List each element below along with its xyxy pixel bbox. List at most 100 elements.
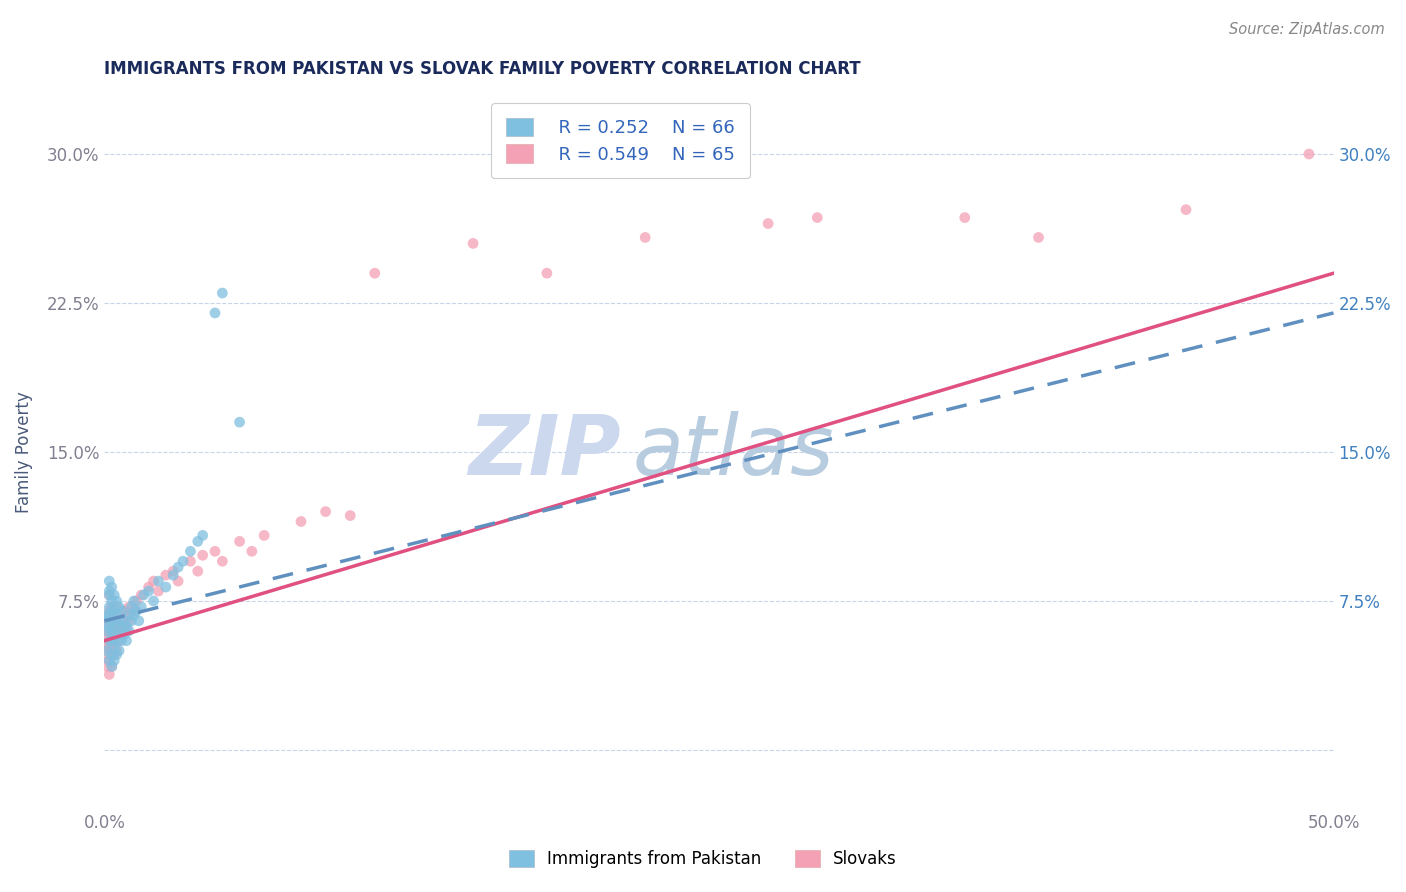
Point: [112, 614, 135, 628]
Point: [228, 415, 250, 429]
Point: [98, 604, 121, 618]
Point: [103, 640, 125, 654]
Point: [98, 588, 121, 602]
Point: [110, 614, 132, 628]
Point: [98, 640, 121, 654]
Point: [634, 230, 657, 244]
Point: [100, 659, 122, 673]
Point: [179, 554, 201, 568]
Point: [1175, 202, 1198, 217]
Point: [103, 588, 125, 602]
Point: [96, 628, 118, 642]
Point: [100, 659, 122, 673]
Point: [103, 620, 125, 634]
Point: [100, 648, 122, 662]
Point: [98, 588, 121, 602]
Point: [108, 633, 131, 648]
Point: [98, 614, 121, 628]
Point: [108, 620, 131, 634]
Point: [105, 643, 128, 657]
Point: [96, 659, 118, 673]
Point: [290, 515, 312, 529]
Point: [162, 568, 184, 582]
Point: [96, 640, 118, 654]
Text: atlas: atlas: [633, 411, 835, 492]
Point: [105, 633, 128, 648]
Point: [129, 588, 152, 602]
Point: [167, 560, 190, 574]
Point: [120, 599, 142, 614]
Point: [96, 607, 118, 622]
Point: [98, 620, 121, 634]
Text: ZIP: ZIP: [468, 411, 620, 492]
Point: [96, 643, 118, 657]
Point: [96, 648, 118, 662]
Point: [125, 594, 148, 608]
Point: [118, 614, 141, 628]
Point: [162, 564, 184, 578]
Point: [100, 624, 122, 638]
Point: [315, 505, 337, 519]
Point: [100, 614, 122, 628]
Y-axis label: Family Poverty: Family Poverty: [15, 391, 32, 513]
Point: [1298, 147, 1320, 161]
Point: [105, 648, 128, 662]
Point: [96, 620, 118, 634]
Point: [118, 607, 141, 622]
Point: [953, 211, 976, 225]
Point: [118, 599, 141, 614]
Point: [96, 624, 118, 638]
Point: [138, 580, 160, 594]
Point: [112, 628, 135, 642]
Point: [110, 604, 132, 618]
Point: [204, 306, 226, 320]
Point: [112, 620, 135, 634]
Point: [100, 614, 122, 628]
Point: [240, 544, 263, 558]
Point: [228, 534, 250, 549]
Point: [122, 604, 145, 618]
Point: [105, 594, 128, 608]
Point: [187, 534, 209, 549]
Point: [100, 633, 122, 648]
Point: [100, 580, 122, 594]
Point: [536, 266, 558, 280]
Point: [100, 594, 122, 608]
Point: [115, 624, 138, 638]
Point: [98, 628, 121, 642]
Point: [211, 286, 233, 301]
Point: [103, 648, 125, 662]
Point: [120, 614, 142, 628]
Point: [129, 599, 152, 614]
Point: [108, 628, 131, 642]
Point: [103, 633, 125, 648]
Point: [122, 594, 145, 608]
Point: [98, 574, 121, 588]
Point: [96, 614, 118, 628]
Point: [98, 667, 121, 681]
Point: [364, 266, 387, 280]
Point: [187, 564, 209, 578]
Point: [148, 584, 170, 599]
Point: [461, 236, 484, 251]
Point: [98, 633, 121, 648]
Point: [142, 594, 165, 608]
Point: [105, 614, 128, 628]
Point: [1028, 230, 1050, 244]
Point: [155, 580, 177, 594]
Text: IMMIGRANTS FROM PAKISTAN VS SLOVAK FAMILY POVERTY CORRELATION CHART: IMMIGRANTS FROM PAKISTAN VS SLOVAK FAMIL…: [104, 60, 860, 78]
Point: [167, 574, 190, 588]
Point: [115, 607, 138, 622]
Point: [118, 624, 141, 638]
Point: [100, 628, 122, 642]
Point: [98, 599, 121, 614]
Point: [110, 620, 132, 634]
Point: [179, 544, 201, 558]
Legend:   R = 0.252    N = 66,   R = 0.549    N = 65: R = 0.252 N = 66, R = 0.549 N = 65: [492, 103, 749, 178]
Point: [172, 554, 194, 568]
Point: [98, 654, 121, 668]
Point: [155, 568, 177, 582]
Point: [103, 607, 125, 622]
Point: [191, 549, 214, 563]
Point: [122, 607, 145, 622]
